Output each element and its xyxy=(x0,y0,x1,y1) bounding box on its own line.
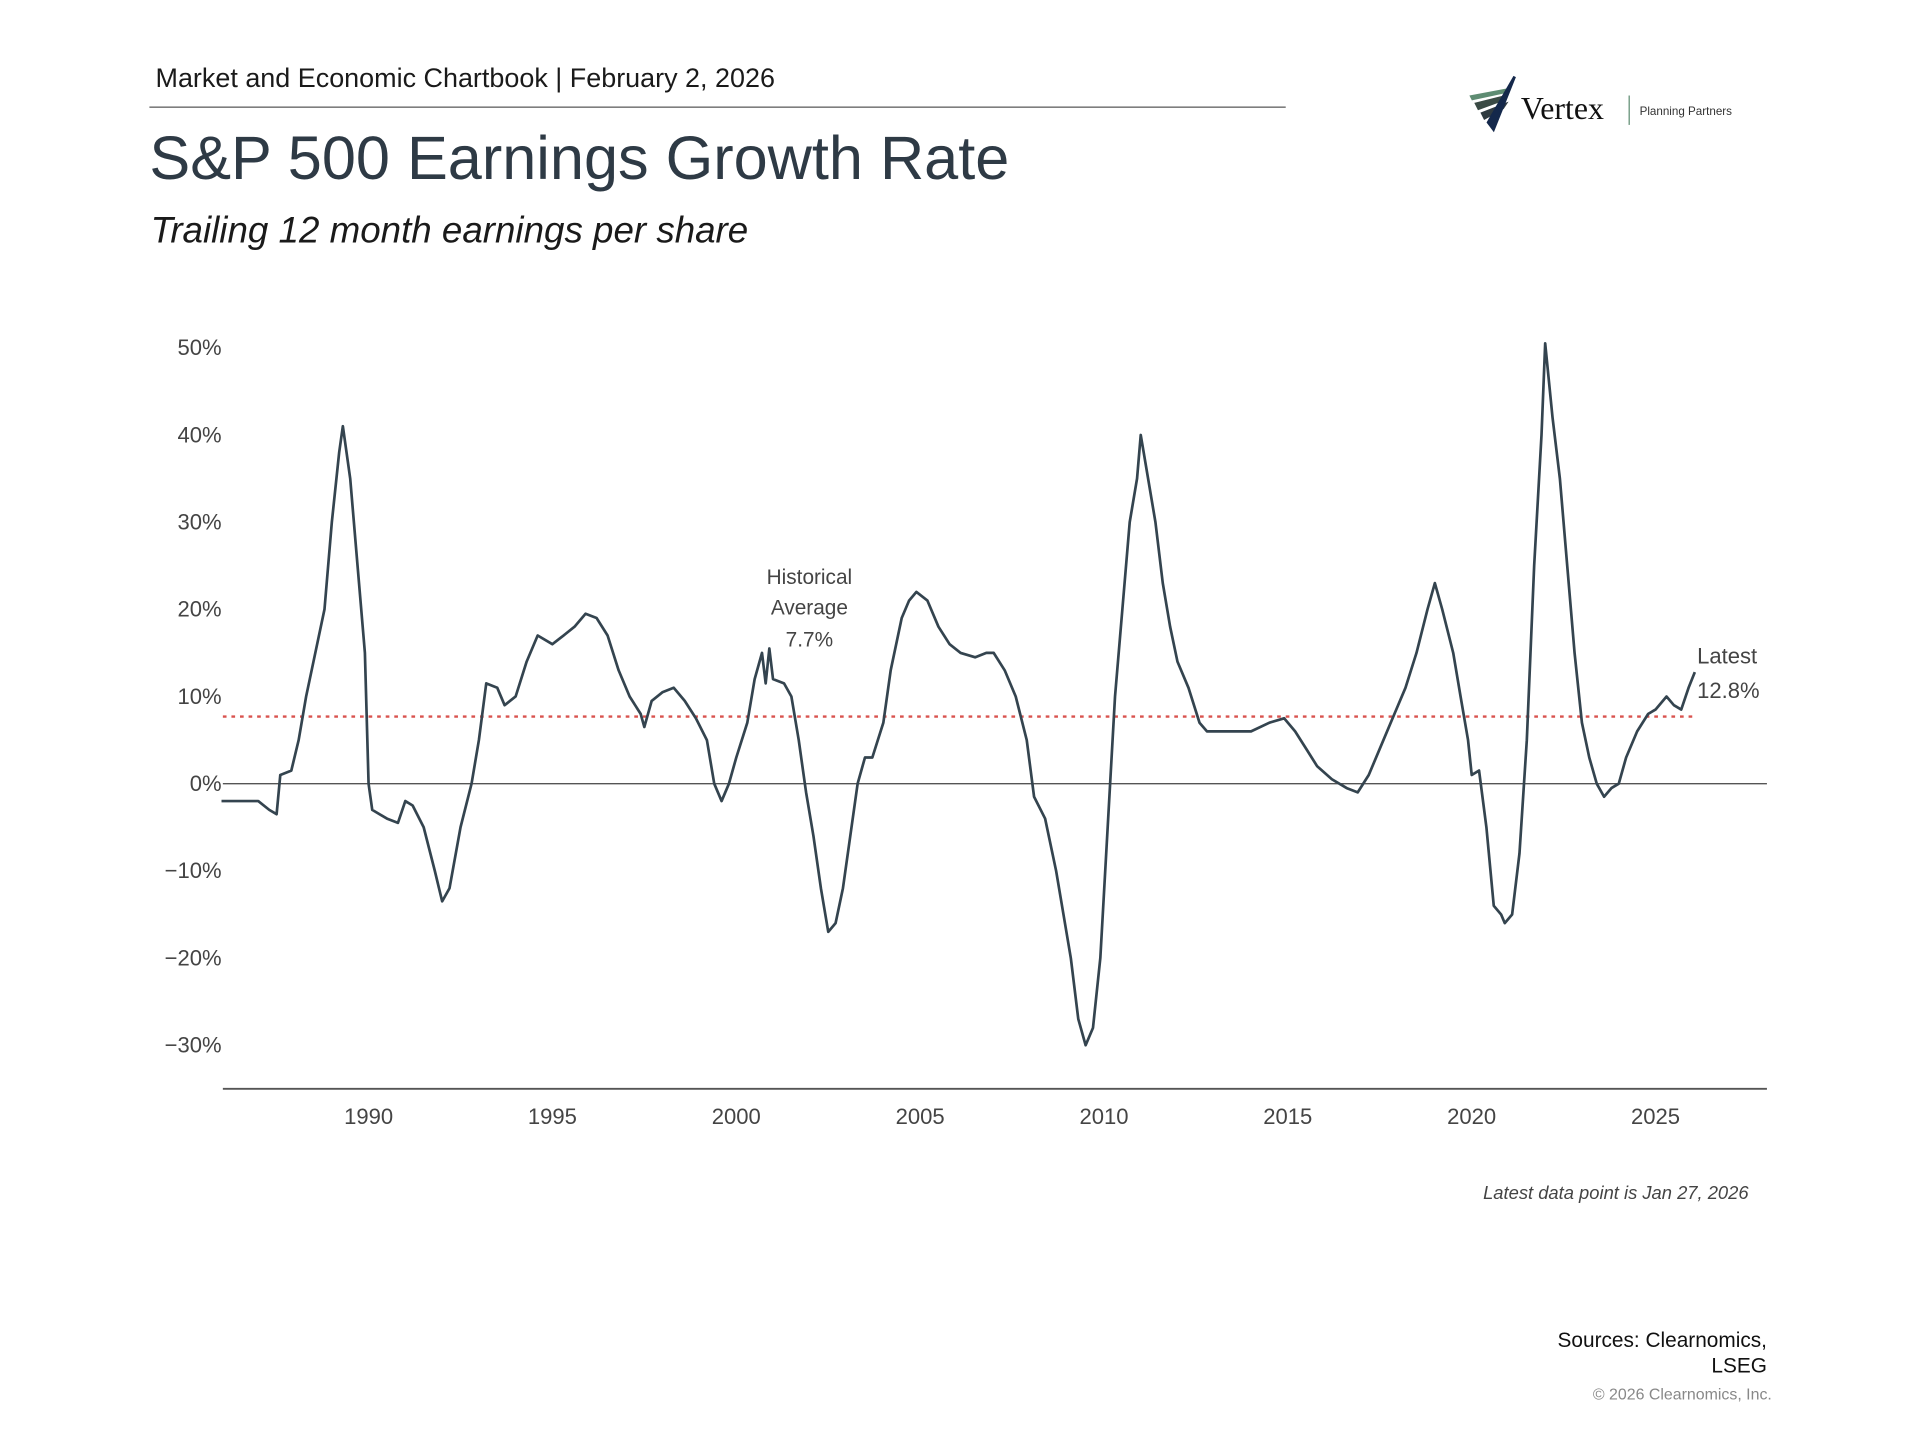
x-tick-label: 2005 xyxy=(896,1104,945,1129)
y-tick-label: −20% xyxy=(165,945,222,970)
x-tick-label: 1995 xyxy=(528,1104,577,1129)
logo-stripe xyxy=(1469,88,1509,101)
historical-average-label: Historical Average 7.7% xyxy=(767,566,853,651)
avg-label-line: Historical xyxy=(767,566,853,589)
chartbook-header: Market and Economic Chartbook | February… xyxy=(155,62,775,94)
sources-line: Sources: Clearnomics, xyxy=(1557,1328,1767,1352)
avg-label-line: Average xyxy=(771,597,848,620)
sources: Sources: Clearnomics, LSEG xyxy=(1558,1327,1767,1378)
vertex-logo: Vertex Planning Partners xyxy=(1469,75,1733,133)
y-tick-label: −10% xyxy=(165,858,222,883)
x-tick-label: 2010 xyxy=(1079,1104,1128,1129)
y-tick-label: 30% xyxy=(178,509,222,534)
latest-label-value: 12.8% xyxy=(1697,678,1759,703)
copyright: © 2026 Clearnomics, Inc. xyxy=(1592,1384,1772,1404)
x-tick-label: 2000 xyxy=(712,1104,761,1129)
y-tick-label: 0% xyxy=(190,771,222,796)
header-divider xyxy=(149,106,1286,108)
latest-label-title: Latest xyxy=(1697,644,1757,669)
latest-label: Latest 12.8% xyxy=(1697,644,1759,703)
logo-stripe xyxy=(1486,75,1516,133)
latest-data-footnote: Latest data point is Jan 27, 2026 xyxy=(1483,1182,1749,1204)
x-tick-label: 2020 xyxy=(1447,1104,1496,1129)
page-title: S&P 500 Earnings Growth Rate xyxy=(149,123,1010,193)
x-tick-label: 2025 xyxy=(1631,1104,1680,1129)
y-tick-label: 50% xyxy=(178,335,222,360)
y-tick-label: 20% xyxy=(178,597,222,622)
series-line xyxy=(221,342,1697,1047)
x-tick-label: 2015 xyxy=(1263,1104,1312,1129)
sources-line: LSEG xyxy=(1711,1354,1767,1378)
y-tick-label: 10% xyxy=(178,684,222,709)
page-subtitle: Trailing 12 month earnings per share xyxy=(150,210,749,252)
logo-tagline: Planning Partners xyxy=(1640,105,1733,118)
y-tick-label: −30% xyxy=(165,1033,222,1058)
x-tick-label: 1990 xyxy=(344,1104,393,1129)
logo-stripe xyxy=(1474,94,1509,111)
logo-name: Vertex xyxy=(1521,91,1604,126)
y-tick-label: 40% xyxy=(178,422,222,447)
avg-label-value: 7.7% xyxy=(786,629,833,652)
